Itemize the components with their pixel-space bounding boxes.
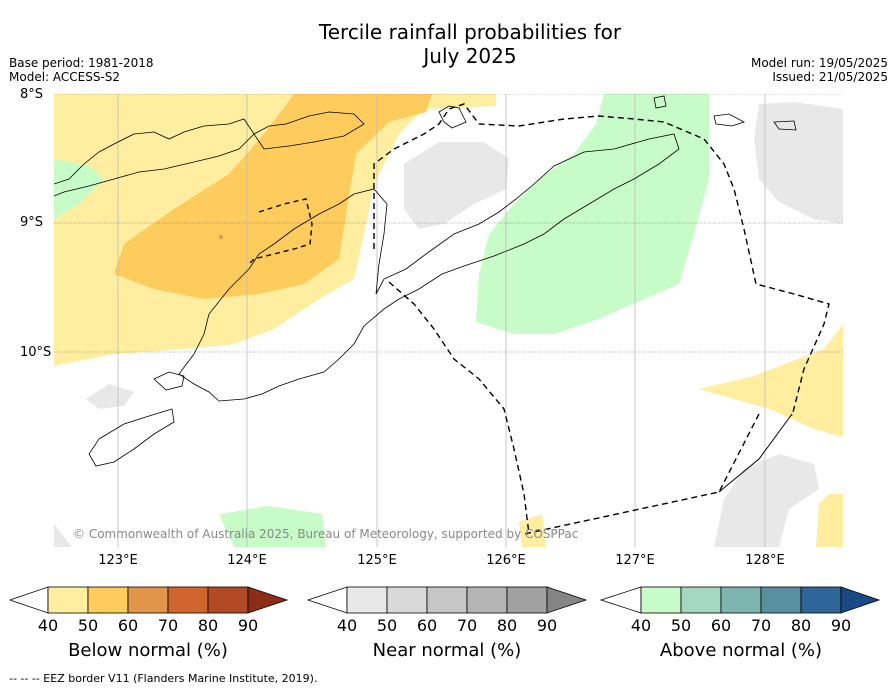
lat-label-9s: 9°S [20,215,44,230]
colorbar-below-segment-3 [127,586,169,614]
colorbar-below-normal [8,586,289,614]
oecusse-border [248,198,313,265]
colorbar-below-segment-5 [207,586,249,614]
below-tick-50: 50 [77,616,99,635]
near-normal-central-region [404,142,509,229]
below-normal-50-60-region [114,94,432,299]
below-normal-east-region [699,324,843,437]
below-normal-60-70-spot [219,235,223,239]
above-tick-40: 40 [630,616,652,635]
below-normal-southeast-region [816,494,843,547]
map-title: Tercile rainfall probabilities for July … [0,20,896,68]
colorbar-below-segment-1 [47,586,89,614]
lon-label-128e: 128°E [745,553,785,568]
below-tick-80: 80 [197,616,219,635]
copyright-notice: © Commonwealth of Australia 2025, Bureau… [73,527,579,541]
near-tick-50: 50 [376,616,398,635]
title-line-1: Tercile rainfall probabilities for [318,20,622,44]
colorbar-above-normal [599,586,881,614]
lon-label-127e: 127°E [615,553,655,568]
eez-border-solid-segment [718,413,793,493]
near-tick-60: 60 [416,616,438,635]
near-tick-40: 40 [336,616,358,635]
colorbar-above-segment-1 [640,586,682,614]
meridians [117,94,766,547]
near-tick-90: 90 [536,616,558,635]
above-tick-90: 90 [830,616,852,635]
model-name: Model: ACCESS-S2 [9,70,121,84]
colorbar-above-upper-extend [840,586,881,614]
rainfall-map [54,94,843,547]
colorbar-below-segment-4 [167,586,209,614]
eez-footer-note: -- -- -- EEZ border V11 (Flanders Marine… [9,672,318,685]
lat-label-10s: 10°S [20,345,52,360]
issued-date: Issued: 21/05/2025 [772,70,888,84]
colorbars [8,586,881,614]
flores-coastline [54,118,255,197]
near-tick-70: 70 [456,616,478,635]
below-tick-60: 60 [117,616,139,635]
lon-label-125e: 125°E [357,553,397,568]
colorbar-near-segment-2 [386,586,428,614]
above-tick-80: 80 [790,616,812,635]
above-tick-60: 60 [710,616,732,635]
near-tick-80: 80 [496,616,518,635]
below-normal-label: Below normal (%) [68,640,228,661]
graticule [54,94,843,353]
lon-label-124e: 124°E [227,553,267,568]
colorbar-below-segment-2 [87,586,129,614]
near-normal-west-region [86,384,134,409]
below-normal-south-region [519,514,546,547]
title-line-2: July 2025 [423,44,517,68]
colorbar-above-lower-extend [599,586,642,614]
colorbar-above-segment-5 [800,586,842,614]
colorbar-above-segment-2 [680,586,722,614]
colorbar-below-lower-extend [8,586,49,614]
near-normal-southeast-region [714,454,819,547]
above-tick-70: 70 [750,616,772,635]
eastern-islands-coastline [653,95,797,131]
below-tick-70: 70 [157,616,179,635]
colorbar-near-segment-5 [506,586,548,614]
wetar-coastline [438,105,467,129]
colorbar-below-upper-extend [247,586,289,614]
eez-border [373,103,830,535]
base-period: Base period: 1981-2018 [9,56,154,70]
above-normal-label: Above normal (%) [659,640,823,661]
above-normal-south-region [219,506,326,547]
colorbar-near-segment-4 [466,586,508,614]
lat-label-8s: 8°S [20,87,44,102]
below-tick-90: 90 [237,616,259,635]
colorbar-above-segment-4 [760,586,802,614]
colorbar-near-normal [306,586,588,614]
above-normal-central-region [476,94,709,334]
above-normal-west-region [54,159,104,219]
below-tick-40: 40 [37,616,59,635]
lon-label-123e: 123°E [98,553,138,568]
model-run: Model run: 19/05/2025 [750,56,888,70]
near-normal-label: Near normal (%) [372,640,522,661]
colorbar-near-lower-extend [306,586,348,614]
meta-right: Model run: 19/05/2025 Issued: 21/05/2025 [751,56,888,84]
meta-left: Base period: 1981-2018 Model: ACCESS-S2 [9,56,154,84]
colorbar-near-segment-3 [426,586,468,614]
above-tick-50: 50 [670,616,692,635]
timor-coastline [178,133,680,402]
colorbar-near-upper-extend [546,586,588,614]
savu-coastline [88,408,175,467]
near-normal-northeast-region [754,102,843,224]
near-normal-southwest-region [54,524,72,547]
lon-label-126e: 126°E [486,553,526,568]
alor-coastline [253,111,365,150]
rote-coastline [153,371,185,391]
colorbar-above-segment-3 [720,586,762,614]
colorbar-near-segment-1 [346,586,388,614]
